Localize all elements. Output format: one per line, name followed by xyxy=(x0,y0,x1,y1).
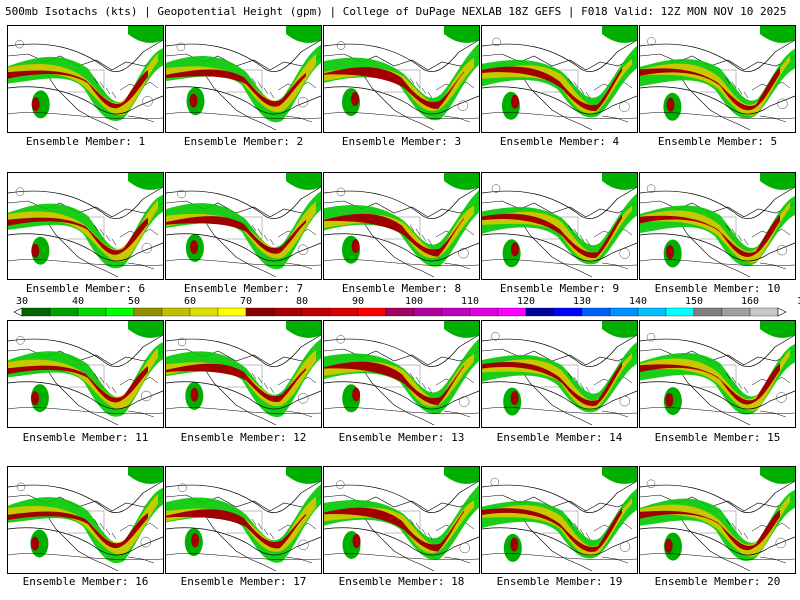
ensemble-map-15 xyxy=(639,320,796,428)
title-text: 500mb Isotachs (kts) | Geopotential Heig… xyxy=(5,5,502,18)
colorbar-segment xyxy=(245,307,275,317)
page-title: 500mb Isotachs (kts) | Geopotential Heig… xyxy=(5,5,786,18)
colorbar-segment xyxy=(357,307,387,317)
colorbar-segment xyxy=(21,307,51,317)
colorbar-tick-label: 110 xyxy=(460,296,480,307)
colorbar-segment xyxy=(693,307,723,317)
colorbar-scale xyxy=(13,307,787,317)
ensemble-map-10 xyxy=(639,172,796,280)
ensemble-map-6 xyxy=(7,172,164,280)
colorbar-segment xyxy=(133,307,163,317)
ensemble-map-8 xyxy=(323,172,480,280)
ensemble-member-label: Ensemble Member: 20 xyxy=(654,575,781,588)
colorbar-segment xyxy=(77,307,107,317)
run-info-text: 18Z GEFS | F018 Valid: 12Z MON NOV 10 20… xyxy=(508,5,787,18)
colorbar-segment xyxy=(161,307,191,317)
colorbar: 30 40 50 60 70 80 90 100 110 120 130 140 150 160 170 xyxy=(0,296,800,320)
colorbar-segment xyxy=(273,307,303,317)
ensemble-map-11 xyxy=(7,320,164,428)
ensemble-map-12 xyxy=(165,320,322,428)
ensemble-map-9 xyxy=(481,172,638,280)
ensemble-map-1 xyxy=(7,25,164,133)
colorbar-arrow-right xyxy=(777,307,787,317)
colorbar-tick-label: 150 xyxy=(684,296,704,307)
ensemble-member-label: Ensemble Member: 1 xyxy=(25,135,146,148)
ensemble-member-label: Ensemble Member: 4 xyxy=(499,135,620,148)
colorbar-tick-label: 120 xyxy=(516,296,536,307)
ensemble-member-label: Ensemble Member: 7 xyxy=(183,282,304,295)
colorbar-segment xyxy=(609,307,639,317)
ensemble-member-label: Ensemble Member: 14 xyxy=(496,431,623,444)
ensemble-member-label: Ensemble Member: 6 xyxy=(25,282,146,295)
ensemble-member-label: Ensemble Member: 12 xyxy=(180,431,307,444)
colorbar-segment xyxy=(749,307,779,317)
ensemble-map-17 xyxy=(165,466,322,574)
colorbar-tick-label: 170 xyxy=(796,296,800,307)
ensemble-member-label: Ensemble Member: 17 xyxy=(180,575,307,588)
colorbar-tick-label: 90 xyxy=(351,296,365,307)
colorbar-segment xyxy=(469,307,499,317)
ensemble-member-label: Ensemble Member: 9 xyxy=(499,282,620,295)
ensemble-map-2 xyxy=(165,25,322,133)
ensemble-map-20 xyxy=(639,466,796,574)
colorbar-segment xyxy=(413,307,443,317)
colorbar-tick-label: 80 xyxy=(295,296,309,307)
ensemble-member-label: Ensemble Member: 11 xyxy=(22,431,149,444)
colorbar-segment xyxy=(329,307,359,317)
colorbar-tick-label: 70 xyxy=(239,296,253,307)
ensemble-map-4 xyxy=(481,25,638,133)
colorbar-segment xyxy=(553,307,583,317)
ensemble-map-16 xyxy=(7,466,164,574)
ensemble-member-label: Ensemble Member: 13 xyxy=(338,431,465,444)
colorbar-tick-label: 30 xyxy=(15,296,29,307)
ensemble-map-5 xyxy=(639,25,796,133)
ensemble-member-label: Ensemble Member: 15 xyxy=(654,431,781,444)
colorbar-segment xyxy=(497,307,527,317)
colorbar-tick-label: 130 xyxy=(572,296,592,307)
colorbar-arrow-left xyxy=(13,307,23,317)
colorbar-tick-label: 100 xyxy=(404,296,424,307)
colorbar-segment xyxy=(441,307,471,317)
colorbar-tick-label: 160 xyxy=(740,296,760,307)
colorbar-tick-label: 50 xyxy=(127,296,141,307)
colorbar-segment xyxy=(665,307,695,317)
ensemble-map-3 xyxy=(323,25,480,133)
ensemble-member-label: Ensemble Member: 8 xyxy=(341,282,462,295)
ensemble-map-19 xyxy=(481,466,638,574)
ensemble-map-13 xyxy=(323,320,480,428)
ensemble-member-label: Ensemble Member: 16 xyxy=(22,575,149,588)
ensemble-map-7 xyxy=(165,172,322,280)
ensemble-member-label: Ensemble Member: 5 xyxy=(657,135,778,148)
ensemble-member-label: Ensemble Member: 2 xyxy=(183,135,304,148)
colorbar-tick-label: 60 xyxy=(183,296,197,307)
colorbar-tick-label: 140 xyxy=(628,296,648,307)
colorbar-segment xyxy=(385,307,415,317)
ensemble-member-label: Ensemble Member: 3 xyxy=(341,135,462,148)
colorbar-segment xyxy=(105,307,135,317)
colorbar-segment xyxy=(189,307,219,317)
colorbar-segment xyxy=(49,307,79,317)
colorbar-segment xyxy=(721,307,751,317)
colorbar-segment xyxy=(217,307,247,317)
ensemble-map-18 xyxy=(323,466,480,574)
colorbar-tick-label: 40 xyxy=(71,296,85,307)
colorbar-segment xyxy=(637,307,667,317)
ensemble-member-label: Ensemble Member: 18 xyxy=(338,575,465,588)
ensemble-member-label: Ensemble Member: 10 xyxy=(654,282,781,295)
ensemble-member-label: Ensemble Member: 19 xyxy=(496,575,623,588)
colorbar-segment xyxy=(581,307,611,317)
ensemble-map-14 xyxy=(481,320,638,428)
colorbar-segment xyxy=(525,307,555,317)
colorbar-segment xyxy=(301,307,331,317)
